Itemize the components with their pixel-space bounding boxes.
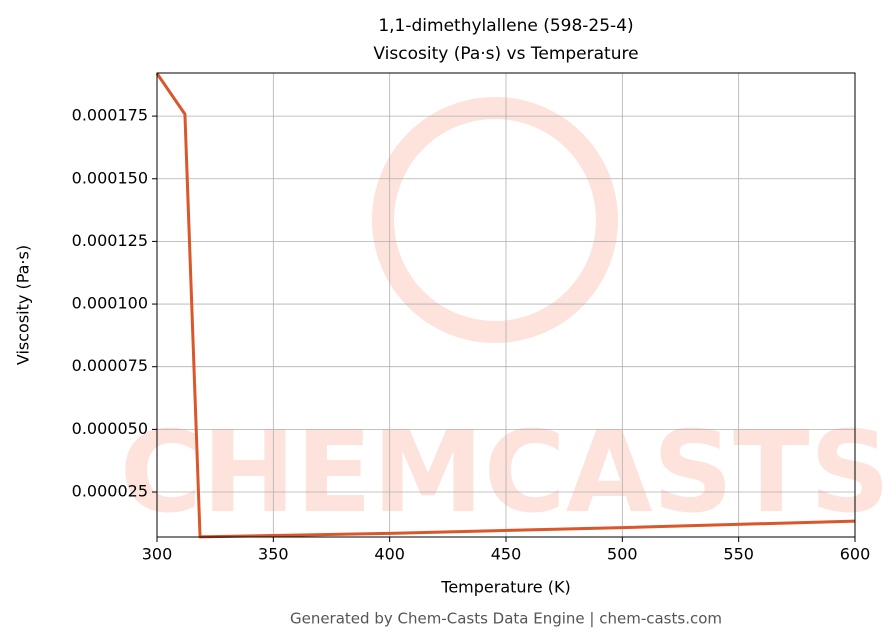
- chart-title: 1,1-dimethylallene (598-25-4): [378, 16, 633, 36]
- chart-subtitle: Viscosity (Pa·s) vs Temperature: [373, 44, 638, 64]
- y-tick-label: 0.000175: [72, 106, 148, 125]
- x-tick-label: 500: [607, 545, 638, 564]
- x-tick-label: 600: [840, 545, 871, 564]
- x-tick-label: 550: [723, 545, 754, 564]
- x-tick-label: 450: [491, 545, 522, 564]
- watermark: CHEMCASTS: [120, 408, 889, 538]
- x-tick-label: 400: [374, 545, 405, 564]
- plot-frame: [156, 72, 856, 538]
- data-line: [155, 72, 856, 539]
- x-axis-label: Temperature (K): [440, 578, 570, 597]
- y-tick-label: 0.000150: [72, 168, 148, 187]
- y-tick-label: 0.000125: [72, 231, 148, 250]
- y-tick-label: 0.000075: [72, 356, 148, 375]
- y-axis-label: Viscosity (Pa·s): [14, 245, 33, 365]
- watermark-logo: [372, 97, 618, 343]
- x-tick-label: 350: [258, 545, 289, 564]
- y-tick-label: 0.000050: [72, 419, 148, 438]
- y-tick-label: 0.000025: [72, 482, 148, 501]
- x-tick-label: 300: [142, 545, 173, 564]
- footer: Generated by Chem-Casts Data Engine | ch…: [290, 610, 722, 628]
- y-tick-label: 0.000100: [72, 294, 148, 313]
